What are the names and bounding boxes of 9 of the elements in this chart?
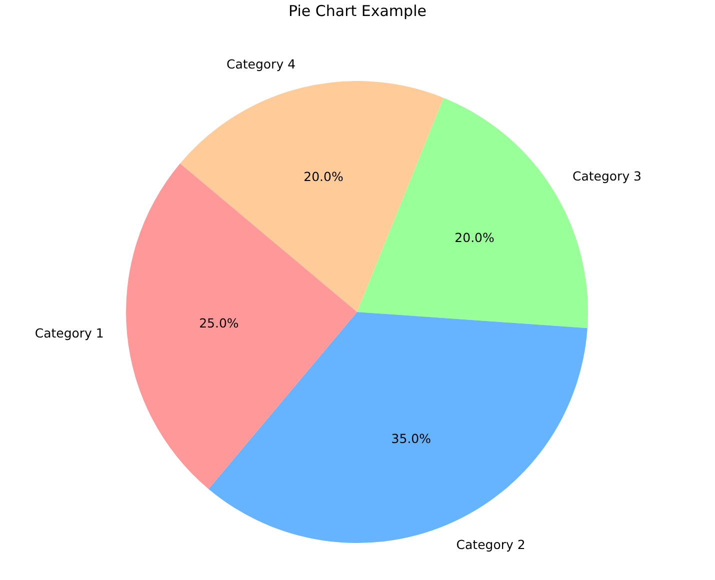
data-label: 20.0% [304, 168, 344, 184]
data-label: 20.0% [454, 230, 495, 245]
data-label: 25.0% [199, 315, 239, 330]
chart-title: Pie Chart Example [288, 2, 428, 20]
slice-label: Category 4 [226, 56, 296, 72]
slice-label: Category 1 [34, 325, 104, 340]
slice-label: Category 3 [572, 168, 642, 184]
slice-label: Category 2 [456, 537, 526, 552]
data-label: 35.0% [391, 430, 432, 446]
